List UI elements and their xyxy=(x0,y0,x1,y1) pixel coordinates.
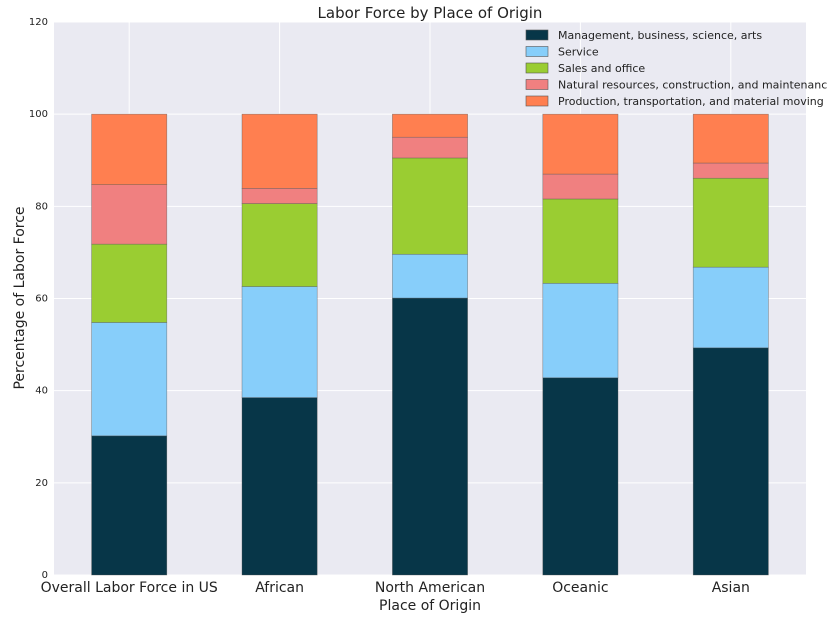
legend-swatch xyxy=(525,79,549,90)
legend-swatch xyxy=(525,95,549,107)
bar-segment xyxy=(392,113,468,138)
x-tick-label: Asian xyxy=(712,580,750,596)
bar-segment xyxy=(542,113,619,175)
y-tick-label: 60 xyxy=(35,294,48,305)
bar-segment xyxy=(241,286,318,398)
bar-segment xyxy=(692,113,769,164)
bar-segment xyxy=(392,253,468,299)
y-tick-label: 80 xyxy=(35,201,48,212)
y-axis-label: Percentage of Labor Force xyxy=(12,206,28,389)
bar-segment xyxy=(542,173,619,200)
x-axis-label: Place of Origin xyxy=(379,598,481,614)
bar-segment xyxy=(392,297,468,576)
bar-segment xyxy=(392,157,468,255)
y-tick-label: 0 xyxy=(42,570,48,581)
legend-label: Management, business, science, arts xyxy=(558,29,762,42)
bar-segment xyxy=(542,282,619,379)
y-tick-label: 40 xyxy=(35,386,48,397)
bar-segment xyxy=(91,113,168,185)
y-ticks: 0 20 40 60 80 100 120 xyxy=(29,17,48,581)
x-tick-label: Overall Labor Force in US xyxy=(41,580,218,596)
x-tick-label: African xyxy=(255,580,304,596)
chart-title: Labor Force by Place of Origin xyxy=(318,4,543,22)
bar-segment xyxy=(392,136,468,159)
y-tick-label: 120 xyxy=(29,17,48,28)
bar-segment xyxy=(692,266,769,349)
legend-label: Natural resources, construction, and mai… xyxy=(558,79,827,92)
bar-segment xyxy=(91,322,168,437)
legend-swatch xyxy=(525,46,549,57)
bar-segment xyxy=(91,435,168,576)
x-tick-label: Oceanic xyxy=(552,580,608,596)
bar-segment xyxy=(692,177,769,268)
bar-segment xyxy=(692,347,769,576)
x-ticks: Overall Labor Force in US African North Am… xyxy=(41,580,750,596)
legend-label: Sales and office xyxy=(558,62,645,75)
bar-segment xyxy=(692,162,769,179)
bar-segment xyxy=(542,198,619,284)
bar-segment xyxy=(91,184,168,245)
bar-segment xyxy=(241,203,318,287)
legend: Management, business, science, arts Servi… xyxy=(525,29,827,108)
x-tick-label: North American xyxy=(375,580,485,596)
legend-swatch xyxy=(525,29,549,41)
legend-label: Service xyxy=(558,46,599,59)
y-tick-label: 100 xyxy=(29,109,48,120)
bar-segment xyxy=(91,243,168,323)
bar-segment xyxy=(241,188,318,204)
bar-segment xyxy=(542,377,619,576)
y-tick-label: 20 xyxy=(35,478,48,489)
bar-segment xyxy=(241,397,318,576)
bar-segment xyxy=(241,113,318,189)
legend-swatch xyxy=(525,62,549,74)
legend-label: Production, transportation, and material… xyxy=(558,95,824,108)
bars xyxy=(91,113,769,576)
